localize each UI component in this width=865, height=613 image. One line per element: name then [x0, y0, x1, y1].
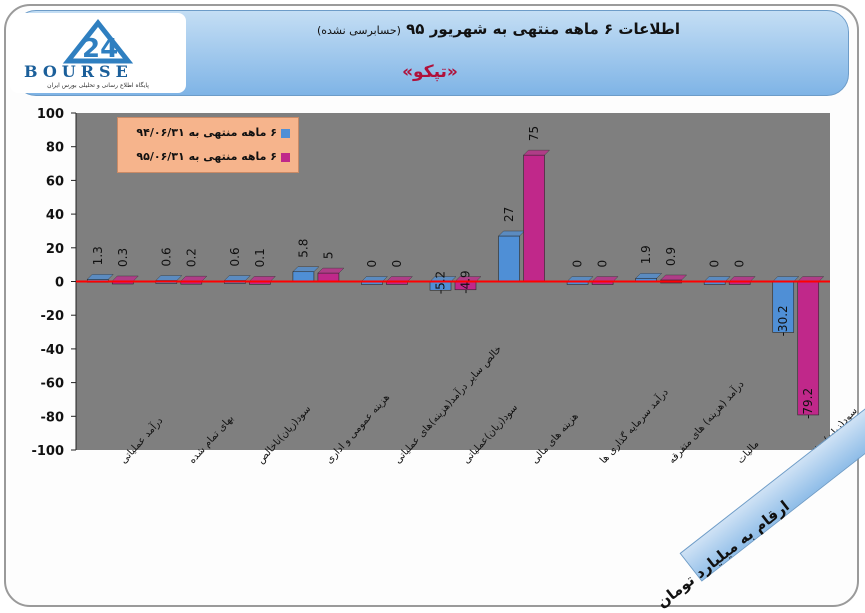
data-label: 0.9	[664, 247, 678, 266]
y-tick-label: -40	[41, 343, 65, 358]
legend-label-2: ۶ ماهه منتهی به ۹۵/۰۶/۳۱	[136, 150, 277, 163]
legend-label-1: ۶ ماهه منتهی به ۹۴/۰۶/۳۱	[136, 126, 277, 139]
data-label: 0	[365, 260, 379, 268]
y-tick-label: 0	[55, 276, 64, 291]
data-label: 0	[596, 260, 610, 268]
y-tick-label: -80	[41, 410, 65, 425]
bar-s2	[317, 272, 340, 282]
data-label: 1.3	[91, 246, 105, 265]
y-tick-label: 40	[46, 208, 64, 223]
legend-swatch-1	[281, 128, 290, 138]
bar-s1	[292, 271, 315, 282]
data-label: 27	[502, 207, 516, 222]
data-label: 0.2	[184, 248, 198, 267]
legend-swatch-2	[281, 152, 290, 162]
logo-tagline: پایگاه اطلاع رسانی و تحلیلی بورس ایران	[47, 82, 149, 89]
bar-top-s2	[660, 274, 688, 281]
data-label: -5.2	[434, 271, 448, 294]
bar-top-s1	[292, 266, 320, 272]
bar-top-s2	[317, 267, 345, 274]
bar-top-s1	[223, 275, 251, 281]
svg-text:24: 24	[82, 34, 118, 64]
title-note: (حسابرسی نشده)	[316, 24, 401, 37]
y-tick-label: 80	[46, 141, 64, 156]
data-label: 5.8	[296, 239, 310, 258]
data-label: 5	[321, 251, 335, 259]
data-label: 0	[390, 260, 404, 268]
data-label: 0.6	[159, 247, 173, 266]
company-name: «تپکو»	[402, 62, 458, 82]
y-tick-label: -100	[31, 444, 64, 459]
data-label: 0.3	[116, 248, 130, 267]
data-label: 1.9	[639, 245, 653, 264]
y-tick-label: 20	[46, 242, 64, 257]
y-tick-label: 60	[46, 174, 64, 189]
data-label: -79.2	[801, 388, 815, 419]
legend-item-2: ۶ ماهه منتهی به ۹۵/۰۶/۳۱	[136, 148, 290, 166]
data-label: -30.2	[776, 305, 790, 336]
data-label: 75	[527, 126, 541, 141]
title-main: اطلاعات ۶ ماهه منتهی به شهریور ۹۵	[406, 20, 680, 38]
data-label: 0.6	[228, 247, 242, 266]
y-tick-label: 100	[37, 107, 64, 122]
bar-top-s1	[155, 275, 183, 281]
logo-text: BOURSE	[24, 62, 133, 81]
bar-top-s2	[111, 275, 139, 282]
chart-legend: ۶ ماهه منتهی به ۹۴/۰۶/۳۱ ۶ ماهه منتهی به…	[117, 117, 299, 173]
legend-item-1: ۶ ماهه منتهی به ۹۴/۰۶/۳۱	[136, 124, 290, 142]
y-tick-label: -60	[41, 377, 65, 392]
bar-top-s1	[497, 230, 526, 237]
data-label: 0	[733, 260, 747, 268]
bar-top-s2	[180, 275, 208, 282]
bar-top-s2	[522, 149, 551, 156]
data-label: 0.1	[253, 248, 267, 267]
y-tick-label: -20	[41, 309, 65, 324]
logo-mark-icon: 24	[62, 18, 134, 64]
page-title: اطلاعات ۶ ماهه منتهی به شهریور ۹۵ (حسابر…	[250, 20, 680, 38]
data-label: 0	[708, 260, 722, 268]
logo: 24	[10, 13, 186, 93]
bar-s2	[523, 154, 545, 282]
data-label: 0	[571, 260, 585, 268]
bar-s1	[498, 235, 520, 282]
bar-top-s1	[635, 273, 663, 279]
bar-top-s1	[86, 274, 114, 280]
